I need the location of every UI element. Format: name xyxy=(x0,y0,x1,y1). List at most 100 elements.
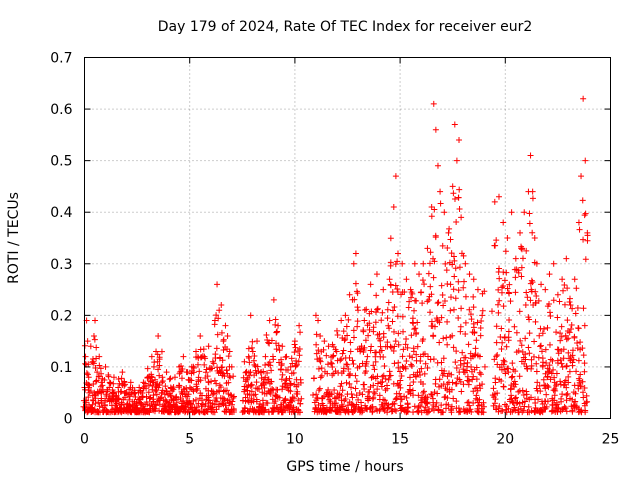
roti-cloud-point xyxy=(267,362,274,369)
roti-cloud-point xyxy=(197,377,204,384)
roti-cloud-point xyxy=(371,390,378,397)
roti-cloud-point xyxy=(253,379,260,386)
roti-cloud-point xyxy=(448,371,455,378)
roti-cloud-point xyxy=(407,386,414,393)
roti-data-point xyxy=(361,317,368,324)
roti-cloud-point xyxy=(462,293,469,300)
roti-cloud-point xyxy=(436,339,443,346)
roti-cloud-point xyxy=(456,186,463,193)
roti-data-point xyxy=(247,312,254,319)
roti-cloud-point xyxy=(432,234,439,241)
roti-data-point xyxy=(329,353,336,360)
roti-cloud-point xyxy=(115,375,122,382)
roti-cloud-point xyxy=(532,288,539,295)
roti-cloud-point xyxy=(363,358,370,365)
roti-cloud-point xyxy=(337,357,344,364)
roti-cloud-point xyxy=(503,343,510,350)
roti-data-point xyxy=(226,348,233,355)
roti-cloud-point xyxy=(208,365,215,372)
roti-cloud-point xyxy=(508,392,515,399)
roti-cloud-point xyxy=(576,226,583,233)
roti-cloud-point xyxy=(571,333,578,340)
roti-cloud-point xyxy=(343,323,350,330)
roti-cloud-point xyxy=(153,391,160,398)
roti-cloud-point xyxy=(345,365,352,372)
roti-cloud-point xyxy=(200,346,207,353)
roti-cloud-point xyxy=(550,366,557,373)
roti-cloud-point xyxy=(506,281,513,288)
roti-cloud-point xyxy=(576,379,583,386)
roti-cloud-point xyxy=(412,330,419,337)
roti-cloud-point xyxy=(213,398,220,405)
roti-cloud-point xyxy=(223,387,230,394)
roti-cloud-point xyxy=(555,346,562,353)
roti-cloud-point xyxy=(460,252,467,259)
roti-cloud-point xyxy=(118,375,125,382)
roti-cloud-point xyxy=(384,405,391,412)
roti-cloud-point xyxy=(540,325,547,332)
roti-cloud-point xyxy=(185,391,192,398)
roti-cloud-point xyxy=(445,401,452,408)
roti-cloud-point xyxy=(360,328,367,335)
roti-cloud-point xyxy=(428,390,435,397)
roti-cloud-point xyxy=(354,323,361,330)
roti-cloud-point xyxy=(453,364,460,371)
roti-cloud-point xyxy=(569,408,576,415)
roti-cloud-point xyxy=(428,318,435,325)
roti-cloud-point xyxy=(558,323,565,330)
roti-cloud-point xyxy=(460,284,467,291)
roti-cloud-point xyxy=(391,328,398,335)
roti-cloud-point xyxy=(314,356,321,363)
roti-data-point xyxy=(270,296,277,303)
roti-cloud-point xyxy=(479,381,486,388)
roti-cloud-point xyxy=(546,362,553,369)
roti-data-point xyxy=(563,255,570,262)
roti-cloud-point xyxy=(276,394,283,401)
roti-cloud-point xyxy=(282,354,289,361)
roti-cloud-point xyxy=(190,397,197,404)
roti-cloud-point xyxy=(82,397,89,404)
roti-cloud-point xyxy=(581,322,588,329)
roti-cloud-point xyxy=(414,319,421,326)
roti-cloud-point xyxy=(564,317,571,324)
roti-data-point xyxy=(554,291,561,298)
y-tick-label: 0.2 xyxy=(50,308,72,324)
roti-cloud-point xyxy=(473,364,480,371)
roti-cloud-point xyxy=(272,398,279,405)
roti-cloud-point xyxy=(211,377,218,384)
roti-cloud-point xyxy=(512,381,519,388)
roti-cloud-point xyxy=(156,401,163,408)
roti-cloud-point xyxy=(252,391,259,398)
roti-cloud-point xyxy=(247,382,254,389)
roti-cloud-point xyxy=(262,361,269,368)
roti-cloud-point xyxy=(582,409,589,416)
roti-cloud-point xyxy=(340,328,347,335)
roti-cloud-point xyxy=(282,395,289,402)
roti-cloud-point xyxy=(275,342,282,349)
roti-data-point xyxy=(218,302,225,309)
roti-cloud-point xyxy=(523,289,530,296)
roti-cloud-point xyxy=(415,392,422,399)
roti-cloud-point xyxy=(451,257,458,264)
roti-cloud-point xyxy=(310,392,317,399)
roti-cloud-point xyxy=(442,405,449,412)
roti-cloud-point xyxy=(429,395,436,402)
roti-cloud-point xyxy=(450,306,457,313)
roti-cloud-point xyxy=(561,301,568,308)
x-tick-label: 20 xyxy=(496,432,514,448)
roti-cloud-point xyxy=(401,289,408,296)
roti-cloud-point xyxy=(98,400,105,407)
roti-cloud-point xyxy=(358,399,365,406)
roti-cloud-point xyxy=(537,342,544,349)
roti-cloud-point xyxy=(262,406,269,413)
roti-cloud-point xyxy=(478,318,485,325)
roti-cloud-point xyxy=(422,404,429,411)
roti-cloud-point xyxy=(364,353,371,360)
roti-cloud-point xyxy=(574,305,581,312)
roti-data-point xyxy=(342,312,349,319)
roti-cloud-point xyxy=(126,402,133,409)
roti-cloud-point xyxy=(177,394,184,401)
roti-cloud-point xyxy=(273,329,280,336)
roti-cloud-point xyxy=(515,347,522,354)
roti-cloud-point xyxy=(345,316,352,323)
